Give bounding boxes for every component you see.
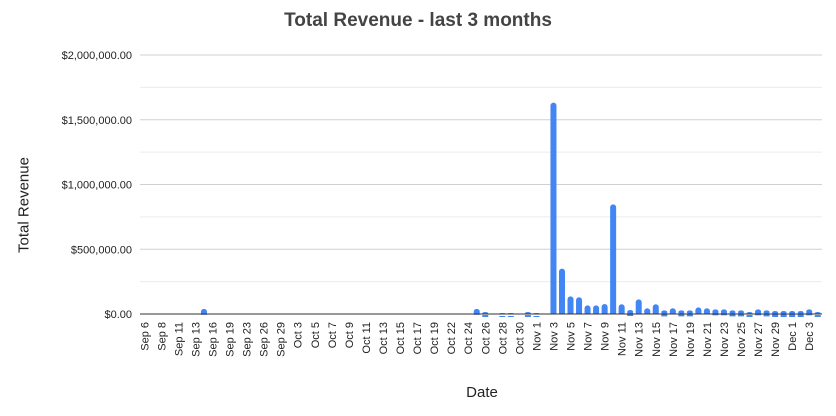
x-tick-label: Nov 3 [548,322,560,351]
bar-base [797,314,804,317]
x-tick-label: Sep 8 [156,322,168,351]
x-tick-label: Oct 3 [293,322,305,348]
x-tick-label: Oct 17 [412,322,424,354]
bar-base [772,314,779,317]
bar-base [576,311,583,314]
bar [610,204,617,314]
bar-base [482,315,489,317]
bar [738,310,745,314]
x-tick-label: Sep 29 [276,322,288,357]
bar [635,299,642,314]
bar-base [524,315,531,317]
x-tick-label: Nov 7 [583,322,595,351]
bar-base [678,313,685,317]
x-tick-label: Nov 9 [600,322,612,351]
x-tick-label: Oct 24 [463,322,475,354]
bar-base [507,315,514,317]
y-tick-label: $1,000,000.00 [62,180,132,192]
x-tick-label: Sep 23 [242,322,254,357]
x-tick-label: Nov 25 [736,322,748,357]
y-tick-label: $1,500,000.00 [62,115,132,127]
bar-base [763,313,770,317]
bar-base [661,313,668,317]
bar-base [584,311,591,314]
x-tick-label: Nov 19 [685,322,697,357]
x-tick-label: Nov 11 [617,322,629,356]
bar [797,311,804,314]
x-tick-label: Nov 13 [634,322,646,357]
x-tick-label: Oct 22 [446,322,458,354]
bar-base [780,314,787,317]
bar [789,311,796,314]
y-tick-label: $2,000,000.00 [62,50,132,62]
x-tick-label: Oct 30 [514,322,526,354]
bar-base [635,311,642,314]
bar-base [738,313,745,317]
bar-base [669,311,676,315]
bar [661,310,668,314]
y-tick-label: $0.00 [104,309,132,321]
x-tick-label: Dec 3 [804,322,816,351]
bar-base [703,311,710,315]
bar-base [610,311,617,314]
bar-base [593,311,600,314]
chart-title: Total Revenue - last 3 months [284,10,552,31]
x-tick-label: Oct 26 [480,322,492,354]
x-tick-label: Sep 19 [225,322,237,357]
bar-base [601,311,608,314]
bar [567,296,574,314]
bar-base [473,311,480,315]
bar [550,102,557,314]
bar-base [200,311,207,315]
x-axis-label: Date [466,384,498,401]
x-tick-label: Oct 13 [378,322,390,354]
bar-base [729,313,736,317]
bar-base [618,311,625,314]
bar [763,310,770,314]
bar [678,310,685,314]
x-tick-label: Nov 21 [702,322,714,357]
bar-base [789,314,796,317]
x-tick-label: Sep 26 [259,322,271,357]
bar-base [695,311,702,314]
x-tick-label: Oct 15 [395,322,407,354]
x-tick-label: Sep 6 [139,322,151,351]
bar [780,311,787,314]
bar [686,310,693,314]
y-tick-label: $500,000.00 [71,244,132,256]
bar-base [533,315,540,317]
x-tick-label: Nov 23 [719,322,731,357]
bar-base [558,311,565,314]
x-tick-label: Nov 17 [668,322,680,357]
x-tick-label: Oct 7 [327,322,339,348]
bar-base [652,311,659,314]
bar [576,297,583,314]
x-tick-label: Sep 16 [207,322,219,357]
x-tick-label: Nov 1 [531,322,543,351]
x-tick-label: Oct 5 [310,322,322,348]
bar [729,310,736,314]
x-tick-label: Nov 27 [753,322,765,357]
bar [558,268,565,314]
x-tick-label: Nov 29 [770,322,782,357]
bar-base [746,315,753,317]
x-tick-label: Oct 28 [497,322,509,354]
x-tick-label: Sep 11 [173,322,185,356]
bar-base [499,315,506,317]
bar-base [567,311,574,314]
x-tick-label: Oct 19 [429,322,441,354]
x-tick-label: Sep 13 [190,322,202,357]
x-tick-label: Oct 11 [361,322,373,354]
x-tick-label: Dec 1 [787,322,799,351]
bar-base [644,311,651,315]
bar-base [550,311,557,314]
bar [772,311,779,314]
bar-base [686,313,693,317]
x-tick-label: Oct 9 [344,322,356,348]
x-tick-label: Nov 15 [651,322,663,357]
bar-base [814,315,821,317]
x-tick-label: Nov 5 [566,322,578,351]
